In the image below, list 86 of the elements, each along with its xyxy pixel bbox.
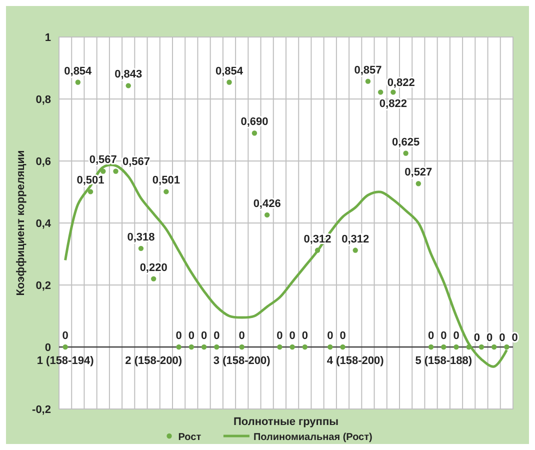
x-axis-title: Полнотные группы [234, 416, 338, 428]
data-label: 0 [200, 330, 208, 342]
y-tick-label: 1 [44, 32, 51, 44]
point [88, 189, 94, 194]
data-label: 0,625 [392, 136, 420, 148]
data-label: 0,220 [140, 262, 168, 274]
point [390, 90, 396, 95]
point [416, 181, 422, 186]
data-label: 0 [62, 330, 68, 342]
data-label: 0,690 [240, 116, 268, 128]
x-tick-label: 3 (158-200) [213, 355, 271, 367]
point [164, 189, 169, 194]
point [226, 80, 232, 85]
data-label: 0,854 [215, 65, 244, 78]
y-tick-label: 0,8 [36, 94, 51, 106]
data-label: 0,567 [89, 154, 117, 166]
point [302, 344, 308, 350]
point [491, 344, 497, 350]
data-label: 0 [238, 330, 245, 342]
y-axis-title: Коэффициент корреляции [15, 150, 27, 296]
x-tick-label: 5 (158-188) [415, 355, 472, 367]
point [62, 344, 68, 350]
point [378, 90, 384, 95]
legend-label: Полиномиальная (Рост) [253, 432, 372, 443]
point [138, 246, 144, 252]
data-label: 0 [428, 330, 434, 342]
data-label: 0,318 [127, 231, 155, 244]
data-label: 0 [176, 330, 182, 342]
data-label: 0,843 [114, 68, 142, 81]
point [328, 344, 333, 350]
point [504, 344, 510, 350]
data-label: 0 [512, 332, 518, 344]
x-tick-label: 2 (158-200) [125, 355, 182, 367]
data-label: 0,426 [253, 198, 281, 210]
point [466, 344, 472, 350]
data-label: 0,857 [354, 64, 382, 76]
data-label: 0 [214, 330, 220, 342]
data-label: 0 [276, 330, 283, 342]
point [201, 344, 207, 350]
point [403, 150, 408, 156]
point [454, 344, 459, 350]
y-tick-label: 0,2 [36, 280, 51, 292]
data-label: 0,854 [64, 65, 93, 78]
data-label: 0 [327, 330, 334, 342]
data-label: 0,822 [387, 77, 415, 90]
y-tick-label: 0 [44, 342, 51, 354]
data-label: 0 [486, 332, 493, 344]
data-label: 0 [474, 332, 480, 344]
point [239, 344, 244, 350]
data-label: 0 [188, 330, 194, 342]
point [441, 344, 446, 350]
data-label: 0,527 [404, 166, 432, 179]
legend-label: Рост [178, 432, 202, 443]
data-label: 0 [340, 330, 346, 342]
data-label: 0,501 [152, 174, 180, 187]
data-label: 0 [453, 330, 460, 342]
point [264, 212, 270, 218]
point [188, 344, 194, 350]
point [428, 344, 434, 350]
y-tick-label: 0,6 [36, 156, 51, 168]
point [113, 168, 118, 174]
data-label: 0 [289, 330, 296, 342]
point [100, 168, 106, 174]
data-label: 0 [440, 330, 447, 342]
point [277, 344, 282, 350]
y-tick-label: -0,2 [32, 404, 51, 416]
x-tick-label: 1 (158-194) [36, 355, 94, 367]
point [252, 130, 258, 136]
point [290, 344, 295, 350]
point [214, 344, 220, 350]
data-label: 0,312 [342, 233, 370, 246]
point [75, 80, 81, 85]
point [340, 344, 346, 350]
point [150, 276, 156, 282]
data-label: 0 [499, 332, 506, 344]
point [365, 78, 371, 84]
data-label: 0,567 [122, 156, 150, 168]
x-tick-label: 4 (158-200) [326, 355, 384, 367]
point [314, 248, 320, 253]
point [352, 248, 358, 253]
data-label: 0,822 [379, 98, 407, 110]
point [478, 344, 484, 350]
y-tick-label: 0,4 [36, 218, 52, 230]
data-label: 0 [302, 330, 308, 342]
point [126, 83, 131, 88]
point [176, 344, 182, 350]
